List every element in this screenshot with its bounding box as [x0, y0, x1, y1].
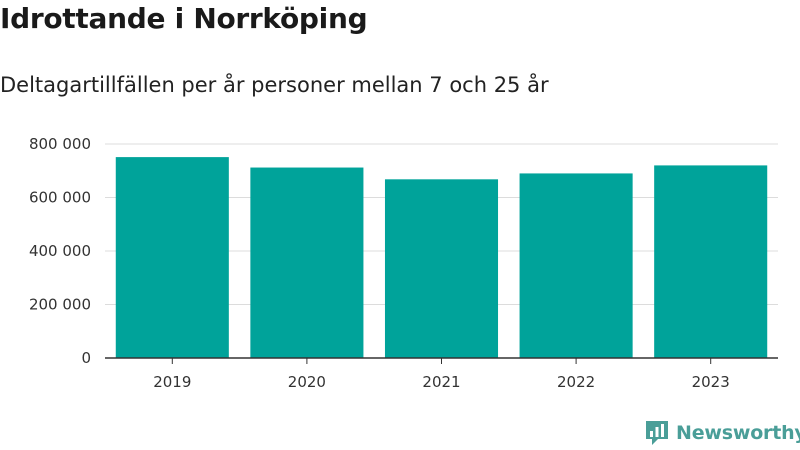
y-tick-label: 600 000	[29, 189, 91, 207]
chart-subtitle: Deltagartillfällen per år personer mella…	[0, 73, 549, 97]
newsworthy-logo-icon	[646, 421, 668, 445]
chart-title: Idrottande i Norrköping	[0, 2, 368, 35]
x-tick-label: 2022	[557, 373, 595, 391]
x-tick-label: 2023	[692, 373, 730, 391]
x-tick-label: 2020	[288, 373, 326, 391]
bar	[250, 167, 364, 358]
x-tick-label: 2019	[153, 373, 191, 391]
y-tick-label: 400 000	[29, 242, 91, 260]
x-tick-label: 2021	[422, 373, 460, 391]
bar	[115, 157, 229, 358]
brand-logo: Newsworthy	[644, 418, 800, 448]
bar	[384, 179, 499, 358]
y-tick-label: 0	[81, 349, 91, 367]
bar	[654, 165, 768, 358]
brand-name: Newsworthy	[676, 422, 800, 444]
y-tick-label: 800 000	[29, 135, 91, 153]
y-tick-label: 200 000	[29, 296, 91, 314]
bar	[519, 173, 633, 358]
